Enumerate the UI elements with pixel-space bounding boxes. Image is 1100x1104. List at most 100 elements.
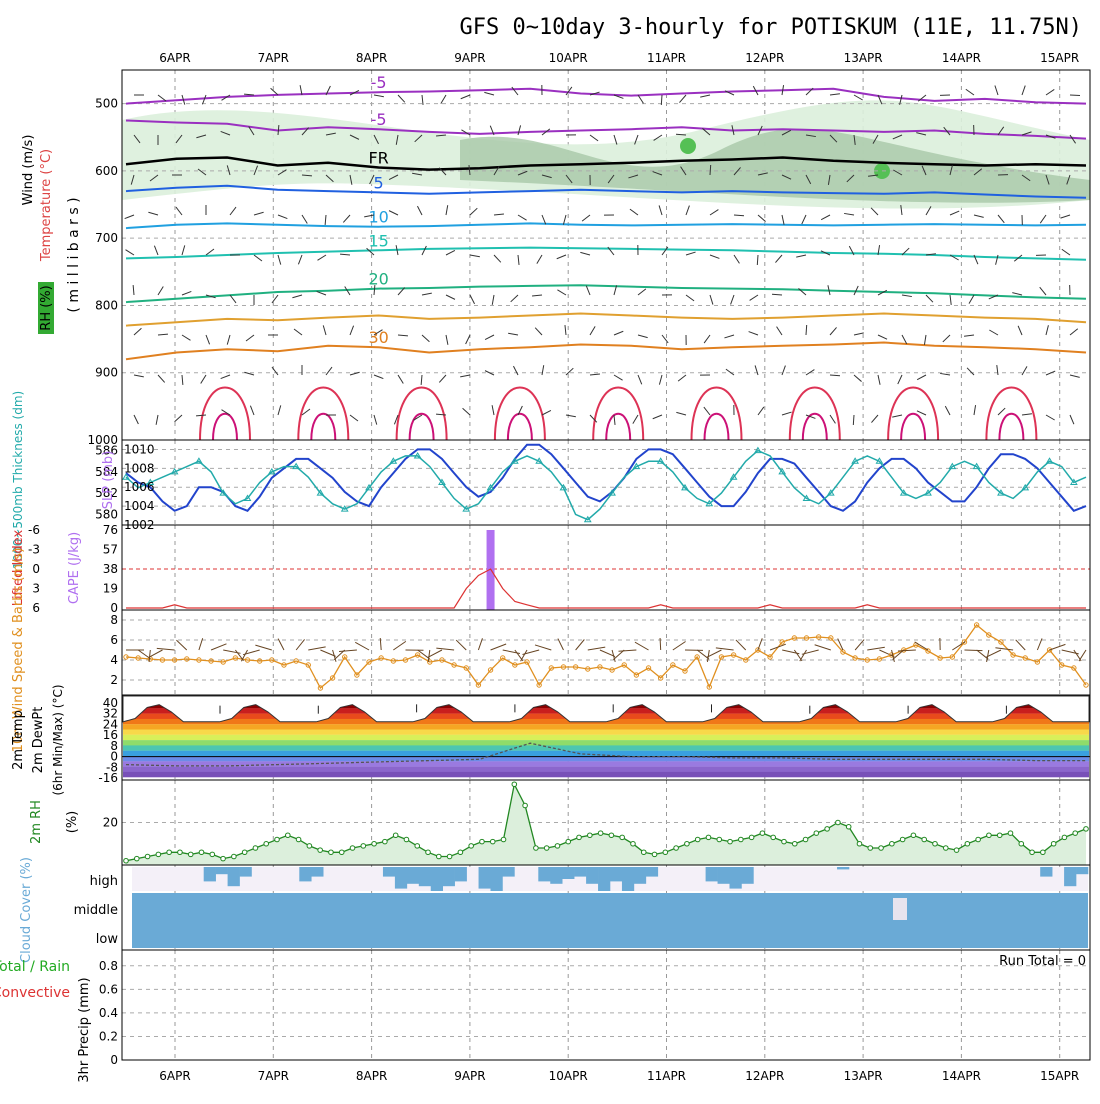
temp-color-band: [123, 761, 1089, 766]
cape-tick: 19: [103, 582, 118, 596]
rh2m-marker: [900, 837, 905, 842]
precip-tick: 0.4: [99, 1006, 118, 1020]
rh2m-marker: [760, 831, 765, 836]
isotherm-label: -5: [371, 110, 387, 129]
pressure-tick: 500: [95, 97, 118, 111]
rh2m-marker: [1084, 827, 1089, 832]
wind-barb: [710, 165, 711, 175]
chart-title: GFS 0~10day 3-hourly for POTISKUM (11E, …: [459, 15, 1082, 40]
rh2m-marker: [253, 846, 258, 851]
li-tick: 6: [32, 601, 40, 615]
rh2m-marker: [641, 850, 646, 855]
wind10m-tick: 4: [110, 653, 118, 667]
rh2m-marker: [685, 841, 690, 846]
cloud-high-bar: [586, 867, 598, 884]
isotherm-label: 20: [368, 270, 388, 289]
cloud-high-bar: [622, 867, 634, 891]
cloud-high-bar: [634, 867, 646, 884]
pressure-tick: 800: [95, 298, 118, 312]
cloud-high-bar: [299, 867, 311, 881]
cloud-middle-gap: [893, 898, 907, 920]
rh2m-marker: [361, 844, 366, 849]
rh2m-marker: [372, 841, 377, 846]
rh-axis-label: RH (%): [39, 285, 54, 330]
temp-color-band: [123, 745, 1089, 750]
wind10m-tick: 8: [110, 613, 118, 627]
rh2m-marker: [404, 837, 409, 842]
rh2m-marker: [383, 839, 388, 844]
cloud-high-bar: [443, 867, 455, 886]
temp-color-band: [123, 724, 1089, 729]
wind-barb: [676, 134, 686, 135]
precip-tick: 0.2: [99, 1029, 118, 1043]
rh2m-marker: [566, 839, 571, 844]
wind10m-tick: 2: [110, 673, 118, 687]
date-label-top: 13APR: [844, 51, 883, 65]
date-label-bottom: 11APR: [647, 1069, 686, 1083]
li-tick: -3: [28, 543, 40, 557]
cloud-high-bar: [502, 867, 514, 877]
rh2m-marker: [307, 844, 312, 849]
cloud-high-bar: [204, 867, 216, 881]
rh2m-marker: [534, 846, 539, 851]
cloud-high-bar: [1064, 867, 1076, 886]
rh2m-marker: [803, 837, 808, 842]
li-tick: 0: [32, 562, 40, 576]
rh2m-marker: [1051, 841, 1056, 846]
precip-tick: 0: [110, 1053, 118, 1067]
rh2m-marker: [512, 782, 517, 787]
rh2m-marker: [210, 852, 215, 857]
wind-barb: [853, 415, 854, 425]
date-label-bottom: 8APR: [356, 1069, 387, 1083]
rh2m-marker: [447, 854, 452, 859]
precip-tick: 0.8: [99, 959, 118, 973]
rh2m-marker: [706, 835, 711, 840]
date-label-bottom: 6APR: [159, 1069, 190, 1083]
rh2m-marker: [739, 837, 744, 842]
precip-convective-label: Convective: [0, 985, 70, 1001]
cloud-high-bar: [837, 867, 849, 869]
date-label-top: 10APR: [549, 51, 588, 65]
cloud-high-bar: [228, 867, 240, 886]
isotherm-label: 30: [368, 328, 388, 347]
cape-axis-label: CAPE (J/kg): [67, 532, 82, 604]
precip-tick: 0.6: [99, 982, 118, 996]
rh2m-unit-label: (%): [65, 811, 80, 834]
rh2m-marker: [1008, 831, 1013, 836]
rh2m-marker: [954, 848, 959, 853]
cloud-high-bar: [730, 867, 742, 889]
cloud-high-bar: [550, 867, 562, 884]
rh2m-marker: [577, 835, 582, 840]
rh2m-marker: [285, 833, 290, 838]
rh2m-marker: [976, 837, 981, 842]
cloud-high-bar: [431, 867, 443, 891]
date-label-bottom: 9APR: [454, 1069, 485, 1083]
rh2m-marker: [911, 833, 916, 838]
pressure-axis-label: ( m i l l i b a r s ): [66, 197, 82, 312]
date-label-top: 6APR: [159, 51, 190, 65]
rh2m-marker: [598, 831, 603, 836]
wind-axis-label: Wind (m/s): [21, 135, 36, 206]
cloud-high-bar: [598, 867, 610, 891]
date-label-bottom: 13APR: [844, 1069, 883, 1083]
cloud-axis-label: Cloud Cover (%): [19, 857, 34, 963]
rh2m-marker: [480, 839, 485, 844]
rh2m-marker: [544, 846, 549, 851]
rh2m-marker: [232, 854, 237, 859]
rh2m-marker: [178, 850, 183, 855]
temp2m-tick: -16: [98, 771, 118, 785]
cloud-high-bar: [455, 867, 467, 881]
rh2m-marker: [868, 846, 873, 851]
rh2m-marker: [631, 841, 636, 846]
cloud-high-bar: [419, 867, 431, 886]
cape-tick: 57: [103, 543, 118, 557]
rh2m-marker: [814, 831, 819, 836]
date-label-top: 14APR: [942, 51, 981, 65]
cloud-low-label: low: [96, 932, 119, 947]
wind-barb: [830, 375, 840, 376]
cloud-high-bar: [706, 867, 718, 881]
rh2m-marker: [890, 841, 895, 846]
cloud-high-bar: [395, 867, 407, 889]
